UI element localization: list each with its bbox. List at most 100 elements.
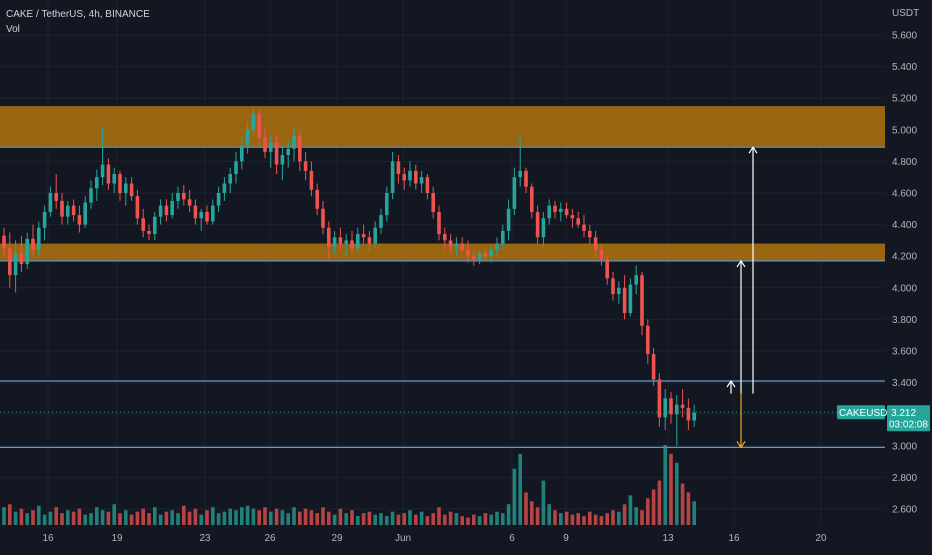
volume-bar — [245, 505, 250, 525]
candle-body — [303, 161, 308, 171]
volume-bar — [553, 510, 557, 525]
price-tag — [887, 405, 930, 432]
price-tag-countdown: 03:02:08 — [889, 419, 928, 430]
candle-body — [222, 183, 227, 193]
candle-body — [257, 114, 261, 138]
candle-body — [373, 227, 377, 244]
candle-body — [327, 227, 331, 247]
candle-body — [31, 238, 35, 250]
symbol-tag-label: CAKEUSDT — [839, 408, 893, 419]
time-tick-label: 20 — [815, 533, 827, 544]
chart-legend: CAKE / TetherUS, 4h, BINANCE Vol — [6, 7, 150, 37]
candle-body — [414, 170, 418, 184]
candle-body — [680, 404, 685, 408]
price-tick-label: 2.800 — [892, 473, 917, 484]
candle-body — [559, 208, 563, 212]
volume-bar — [234, 510, 238, 525]
volume-bar — [222, 511, 227, 525]
volume-bar — [141, 508, 145, 525]
candle-body — [617, 287, 621, 295]
candle-body — [199, 211, 203, 219]
volume-bar — [25, 513, 29, 525]
volume-bar — [396, 514, 401, 525]
price-tick-label: 5.200 — [892, 94, 917, 105]
candle-body — [361, 234, 366, 238]
volume-bar — [524, 492, 528, 525]
time-tick-label: 19 — [111, 533, 123, 544]
candle-body — [292, 136, 296, 149]
candle-body — [535, 211, 540, 238]
candle-body — [100, 164, 105, 178]
volume-bar — [240, 507, 244, 525]
candle-body — [593, 237, 598, 250]
candle-body — [89, 188, 93, 203]
candle-body — [570, 215, 575, 219]
time-tick-label: 6 — [509, 533, 515, 544]
candle-body — [576, 218, 580, 225]
projection-arrow-head — [726, 379, 736, 388]
candle-body — [669, 398, 673, 415]
volume-bar — [298, 511, 302, 525]
candle-body — [83, 202, 87, 225]
symbol-tag — [837, 405, 885, 420]
candle-body — [489, 249, 493, 257]
candle-body — [646, 325, 650, 355]
candle-body — [611, 278, 615, 295]
volume-bar — [419, 511, 424, 525]
volume-bar — [309, 510, 314, 525]
volume-bar — [19, 508, 24, 525]
candle-body — [240, 145, 244, 162]
volume-bar — [118, 513, 122, 525]
volume-bar — [576, 513, 580, 525]
volume-bar — [599, 516, 604, 525]
candle-body — [350, 240, 354, 249]
candle-body — [164, 205, 169, 216]
volume-bar — [274, 508, 279, 525]
grid-layer — [0, 0, 885, 525]
candle-body — [367, 237, 372, 244]
price-tick-label: 5.400 — [892, 62, 917, 73]
resistance-zone — [0, 106, 885, 148]
volume-bar — [495, 511, 499, 525]
volume-bar — [327, 511, 331, 525]
volume-bar — [66, 510, 70, 525]
volume-bar — [634, 507, 638, 525]
volume-bar — [42, 514, 47, 525]
candle-body — [472, 256, 476, 260]
volume-bar — [443, 514, 447, 525]
candle-body — [605, 259, 609, 279]
volume-bar — [106, 511, 111, 525]
candle-body — [448, 240, 453, 247]
candle-body — [692, 412, 696, 421]
volume-bar — [559, 513, 563, 525]
candle-body — [274, 142, 279, 165]
candle-body — [338, 237, 343, 244]
volume-bar — [153, 507, 157, 525]
candle-body — [518, 170, 522, 178]
candle-body — [390, 161, 395, 193]
candle-body — [408, 170, 412, 181]
projection-arrow-head — [736, 259, 746, 268]
candle-body — [454, 243, 459, 247]
candle-body — [147, 230, 151, 235]
volume-bar — [547, 504, 551, 525]
candle-body — [501, 230, 505, 244]
symbol-line: CAKE / TetherUS, 4h, BINANCE — [6, 9, 150, 20]
candle-body — [182, 193, 186, 200]
volume-bar — [48, 511, 53, 525]
volume-bar — [501, 513, 505, 525]
volume-bar — [315, 513, 319, 525]
volume-bar — [657, 480, 662, 525]
candle-body — [431, 193, 435, 212]
volume-bar — [686, 492, 691, 525]
volume-bar — [472, 514, 476, 525]
candle-body — [651, 354, 656, 380]
candle-body — [54, 193, 58, 201]
volume-bar — [164, 511, 169, 525]
candle-body — [686, 407, 691, 421]
time-tick-label: 13 — [662, 533, 674, 544]
candle-body — [193, 205, 198, 219]
price-tick-label: 3.000 — [892, 441, 917, 452]
